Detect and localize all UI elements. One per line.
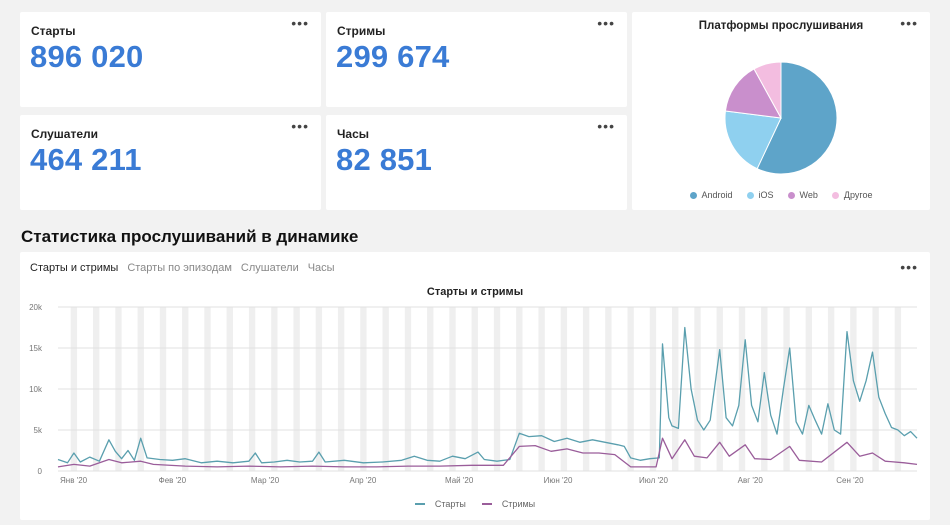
metric-label: Стримы: [337, 24, 386, 38]
legend-dot-icon: [831, 191, 839, 199]
series-line-streams[interactable]: [57, 437, 918, 468]
platforms-card: Платформы прослушивания ••• Android iOS …: [632, 12, 930, 210]
section-title: Статистика прослушиваний в динамике: [21, 227, 359, 246]
legend-item-web[interactable]: Web: [787, 190, 818, 200]
pie-slice-web[interactable]: [724, 68, 782, 119]
metric-card-starts: Старты 896 020 •••: [20, 12, 321, 107]
legend-item-starts[interactable]: Старты: [414, 499, 466, 509]
pie-slice-android[interactable]: [756, 61, 838, 175]
y-tick-label: 10k: [29, 385, 43, 394]
legend-label: Старты: [434, 499, 466, 509]
more-menu-button[interactable]: •••: [597, 15, 615, 31]
legend-label: iOS: [758, 190, 774, 200]
metric-card-streams: Стримы 299 674 •••: [326, 12, 627, 107]
more-menu-button[interactable]: •••: [597, 118, 615, 134]
tab-listeners[interactable]: Слушатели: [240, 262, 299, 274]
metric-label: Старты: [31, 24, 76, 38]
y-tick-label: 0: [38, 467, 43, 476]
dynamics-chart-card: Старты и стримы Старты по эпизодам Слуша…: [20, 252, 930, 520]
x-tick-label: Авг '20: [738, 476, 764, 485]
x-tick-label: Янв '20: [60, 476, 88, 485]
metric-value: 896 020: [30, 39, 144, 74]
legend-line-icon: [481, 503, 492, 505]
legend-item-ios[interactable]: iOS: [746, 190, 774, 200]
metric-value: 82 851: [336, 142, 433, 177]
metric-label: Часы: [337, 127, 370, 141]
legend-dot-icon: [787, 191, 795, 199]
more-menu-button[interactable]: •••: [291, 15, 309, 31]
legend-label: Стримы: [501, 499, 536, 509]
legend-line-icon: [414, 503, 425, 505]
pie-title: Платформы прослушивания: [698, 20, 864, 32]
x-tick-label: Сен '20: [836, 476, 864, 485]
x-tick-label: Июн '20: [544, 476, 573, 485]
more-menu-button[interactable]: •••: [900, 15, 918, 31]
metric-value: 464 211: [30, 142, 142, 177]
legend-label: Web: [799, 190, 818, 200]
metric-value: 299 674: [336, 39, 450, 74]
legend-dot-icon: [689, 191, 697, 199]
series-line-starts[interactable]: [57, 326, 918, 464]
legend-item-other[interactable]: Другое: [831, 190, 873, 200]
chart-title: Старты и стримы: [426, 286, 524, 298]
more-menu-button[interactable]: •••: [291, 118, 309, 134]
legend-item-streams[interactable]: Стримы: [481, 499, 536, 509]
y-tick-label: 5k: [34, 426, 43, 435]
x-tick-label: Мар '20: [251, 476, 280, 485]
y-tick-label: 20k: [29, 303, 43, 312]
metric-card-hours: Часы 82 851 •••: [326, 115, 627, 210]
y-tick-label: 15k: [29, 344, 43, 353]
pie-slice-ios[interactable]: [724, 110, 782, 170]
x-tick-label: Июл '20: [639, 476, 668, 485]
tab-starts-streams[interactable]: Старты и стримы: [30, 262, 119, 274]
legend-item-android[interactable]: Android: [689, 190, 733, 200]
tab-hours[interactable]: Часы: [307, 262, 335, 274]
starts-streams-line-chart: 0 5k 10k 15k 20k Янв '20 Фев '20 Мар '20 Апр '20…: [29, 303, 918, 485]
chart-tabs: Старты и стримы Старты по эпизодам Слуша…: [30, 262, 335, 274]
x-tick-label: Фев '20: [159, 476, 187, 485]
legend-dot-icon: [746, 191, 754, 199]
legend-label: Android: [701, 190, 733, 200]
pie-legend: Android iOS Web Другое: [632, 190, 930, 200]
platforms-pie-chart: [724, 61, 838, 175]
more-menu-button[interactable]: •••: [900, 259, 918, 275]
metric-label: Слушатели: [31, 127, 99, 141]
metric-card-listeners: Слушатели 464 211 •••: [20, 115, 321, 210]
chart-legend: Старты Стримы: [20, 499, 930, 509]
x-tick-label: Май '20: [445, 476, 474, 485]
tab-starts-by-episode[interactable]: Старты по эпизодам: [127, 262, 232, 274]
x-tick-label: Апр '20: [350, 476, 377, 485]
legend-label: Другое: [843, 190, 873, 200]
pie-slice-другое[interactable]: [753, 61, 782, 119]
